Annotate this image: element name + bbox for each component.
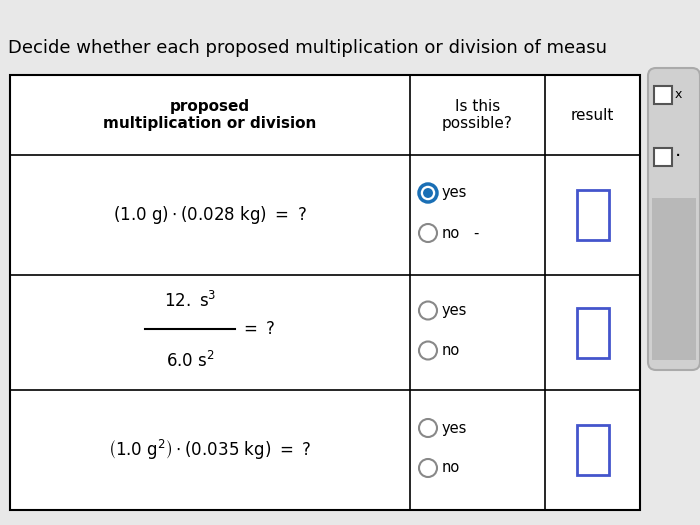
Circle shape (419, 224, 437, 242)
Text: -: - (473, 226, 478, 240)
Text: no: no (442, 343, 461, 358)
Text: $(1.0\ \mathrm{g})\cdot(0.028\ \mathrm{kg})\ =\ ?$: $(1.0\ \mathrm{g})\cdot(0.028\ \mathrm{k… (113, 204, 307, 226)
Text: yes: yes (442, 303, 468, 318)
Text: result: result (570, 108, 614, 122)
Bar (654, 148, 672, 166)
Circle shape (419, 459, 437, 477)
Text: x: x (675, 89, 682, 101)
Text: yes: yes (442, 421, 468, 436)
Text: no: no (442, 460, 461, 476)
Text: proposed
multiplication or division: proposed multiplication or division (104, 99, 316, 131)
Text: $=\ ?$: $=\ ?$ (240, 320, 276, 338)
Circle shape (419, 419, 437, 437)
Bar (10, 75, 640, 510)
Bar (577, 308, 608, 358)
Text: ·: · (675, 148, 681, 166)
Bar (577, 425, 608, 475)
Text: $6.0\ \mathrm{s}^2$: $6.0\ \mathrm{s}^2$ (165, 351, 214, 371)
Bar (577, 190, 608, 240)
Bar (654, 86, 672, 104)
Text: Is this
possible?: Is this possible? (442, 99, 513, 131)
Text: $\left(1.0\ \mathrm{g}^2\right)\cdot\left(0.035\ \mathrm{kg}\right)\ =\ ?$: $\left(1.0\ \mathrm{g}^2\right)\cdot\lef… (108, 438, 312, 462)
Text: $12.\ \mathrm{s}^3$: $12.\ \mathrm{s}^3$ (164, 290, 216, 311)
Circle shape (423, 188, 433, 198)
FancyBboxPatch shape (648, 68, 700, 370)
Text: no: no (442, 226, 461, 240)
Circle shape (419, 301, 437, 320)
Circle shape (419, 184, 437, 202)
Bar (652, 198, 696, 360)
Text: yes: yes (442, 185, 468, 201)
Text: Decide whether each proposed multiplication or division of measu: Decide whether each proposed multiplicat… (8, 39, 607, 57)
Circle shape (419, 341, 437, 360)
